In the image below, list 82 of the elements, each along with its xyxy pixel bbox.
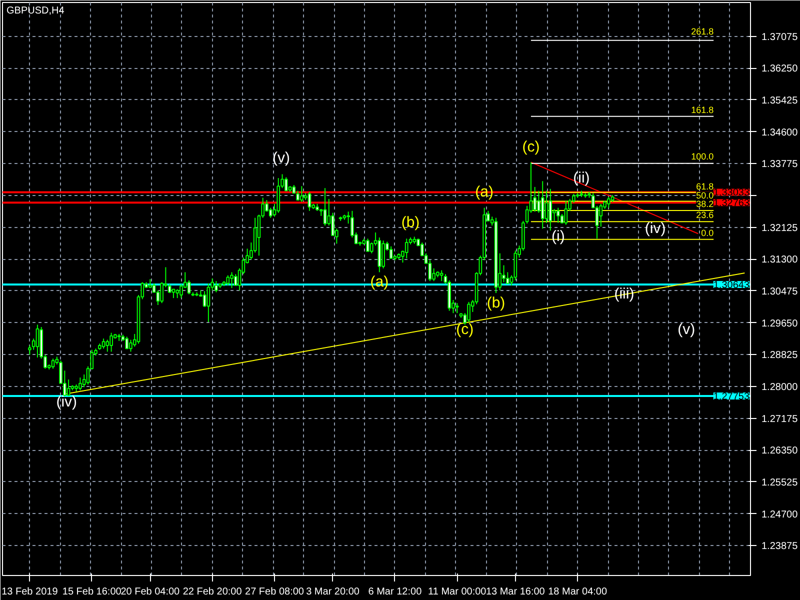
y-tick-label: 1.28825 (762, 350, 798, 362)
x-tick-label: 13 Mar 16:00 (486, 586, 546, 598)
ref-line-label: 1.27753 (713, 391, 750, 402)
candlestick (440, 270, 444, 282)
annotation: 23.6 (696, 210, 714, 220)
y-tick-label: 1.36250 (762, 64, 798, 75)
x-tick-label: 6 Mar 12:00 (368, 586, 422, 598)
candlestick (404, 238, 408, 259)
candlestick (234, 274, 238, 286)
candlestick (323, 188, 327, 226)
ref-line-label: 1.33033 (713, 188, 750, 199)
annotation: (b) (486, 294, 506, 312)
candlestick (544, 190, 548, 224)
y-tick-label: 1.33775 (762, 159, 798, 170)
candlestick (296, 190, 300, 201)
annotation: 161.8 (691, 105, 714, 116)
annotation: (iv) (644, 220, 666, 238)
candlestick (556, 207, 560, 224)
y-tick-label: 1.29650 (762, 318, 798, 330)
candlestick (607, 196, 610, 208)
annotation: 38.2 (696, 199, 714, 210)
candlestick (564, 200, 568, 226)
candlestick (268, 207, 272, 218)
candlestick (548, 188, 552, 232)
annotation: 0.0 (701, 228, 714, 238)
annotation: (c) (456, 321, 474, 338)
y-tick-label: 1.30475 (762, 286, 798, 298)
candlestick (382, 240, 385, 269)
candlestick (540, 180, 544, 230)
x-tick-label: 13 Feb 2019 (2, 586, 58, 598)
x-tick-label: 27 Feb 08:00 (245, 586, 304, 598)
y-tick-label: 1.37075 (762, 32, 798, 43)
x-tick-label: 22 Feb 20:00 (182, 586, 242, 598)
candlestick (125, 336, 129, 350)
candlestick (66, 378, 70, 397)
annotation: (v) (678, 321, 696, 338)
y-tick-label: 1.34600 (762, 127, 798, 138)
candlestick (308, 191, 312, 212)
candlestick (51, 358, 55, 370)
candlestick (366, 238, 370, 252)
ref-line-label: 1.30643 (713, 280, 750, 291)
candlestick (78, 377, 82, 391)
annotation: (ii) (573, 169, 590, 186)
annotation: 50.0 (696, 190, 714, 200)
candlestick (389, 246, 393, 259)
candlestick (187, 280, 191, 295)
y-tick-label: 1.23875 (762, 541, 798, 552)
candlestick (102, 338, 106, 350)
candlestick (226, 274, 230, 286)
candlestick (300, 186, 304, 202)
chart-title: GBPUSD,H4 (6, 6, 65, 16)
y-tick-label: 1.35425 (762, 95, 798, 106)
candlestick (202, 290, 206, 308)
annotation: 100.0 (691, 152, 714, 162)
annotation: (v) (272, 150, 290, 167)
annotation: (iv) (56, 394, 78, 411)
x-tick-label: 15 Feb 16:00 (62, 586, 122, 598)
candlestick (106, 339, 110, 352)
candlestick (110, 332, 113, 352)
y-tick-label: 1.24700 (762, 509, 798, 520)
annotation: 61.8 (696, 181, 714, 192)
candlestick (230, 272, 234, 289)
candlestick (180, 284, 183, 299)
annotation: 261.8 (691, 26, 714, 37)
x-tick-label: 20 Feb 04:00 (120, 586, 180, 598)
y-tick-label: 1.27175 (762, 414, 798, 425)
x-tick-label: 18 Mar 04:00 (548, 586, 608, 598)
y-tick-label: 1.31300 (762, 254, 798, 266)
candlestick (36, 324, 40, 358)
y-tick-label: 1.32125 (762, 222, 798, 234)
x-tick-label: 3 Mar 20:00 (306, 586, 360, 598)
y-tick-label: 1.25525 (762, 477, 798, 488)
candlestick (214, 280, 218, 293)
y-tick-label: 1.26350 (762, 446, 798, 457)
candlestick (467, 301, 470, 322)
candlestick (284, 176, 288, 192)
candlestick (455, 302, 459, 314)
annotation: (b) (401, 214, 420, 232)
y-tick-label: 1.28000 (762, 382, 798, 393)
annotation: (c) (522, 138, 540, 156)
candlestick (206, 282, 210, 322)
x-tick-label: 11 Mar 00:00 (428, 586, 487, 598)
